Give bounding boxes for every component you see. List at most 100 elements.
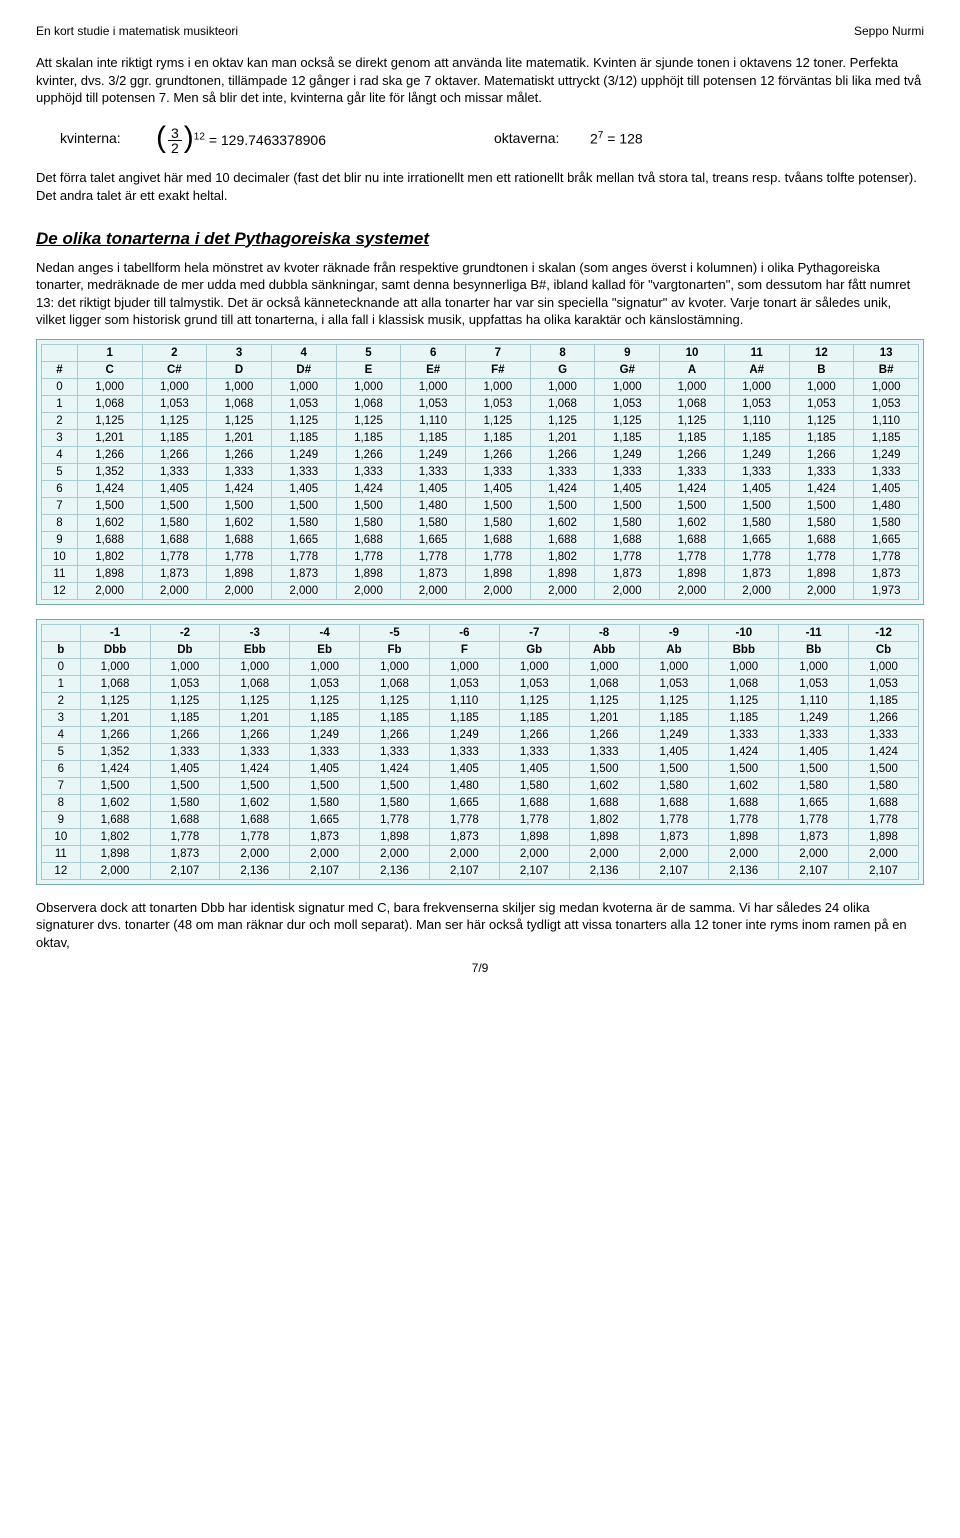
cell: 1,580: [336, 514, 401, 531]
table-row: 61,4241,4051,4241,4051,4241,4051,4051,50…: [42, 760, 919, 777]
cell: 1,424: [530, 480, 595, 497]
table-row: 61,4241,4051,4241,4051,4241,4051,4051,42…: [42, 480, 919, 497]
row-index: 12: [42, 862, 81, 879]
cell: 1,110: [854, 412, 919, 429]
paragraph-1: Att skalan inte riktigt ryms i en oktav …: [36, 54, 924, 107]
cell: 1,500: [80, 777, 150, 794]
col-num: 13: [854, 344, 919, 361]
cell: 1,778: [271, 548, 336, 565]
col-num: 4: [271, 344, 336, 361]
col-name: Gb: [499, 641, 569, 658]
col-num: -10: [709, 624, 779, 641]
cell: 2,107: [499, 862, 569, 879]
row-index: 7: [42, 497, 78, 514]
cell: 1,068: [77, 395, 142, 412]
cell: 1,333: [429, 743, 499, 760]
cell: 1,602: [530, 514, 595, 531]
cell: 1,405: [466, 480, 531, 497]
cell: 1,068: [220, 675, 290, 692]
col-name: A#: [724, 361, 789, 378]
cell: 2,000: [142, 582, 207, 599]
cell: 1,068: [207, 395, 272, 412]
cell: 1,778: [789, 548, 854, 565]
cell: 1,688: [499, 794, 569, 811]
cell: 1,053: [466, 395, 531, 412]
cell: 1,000: [724, 378, 789, 395]
cell: 1,201: [207, 429, 272, 446]
cell: 1,580: [401, 514, 466, 531]
table-row: 122,0002,1072,1362,1072,1362,1072,1072,1…: [42, 862, 919, 879]
cell: 1,500: [530, 497, 595, 514]
cell: 1,898: [336, 565, 401, 582]
cell: 1,688: [77, 531, 142, 548]
cell: 1,249: [401, 446, 466, 463]
cell: 1,053: [789, 395, 854, 412]
col-num: -4: [290, 624, 360, 641]
table-row: 111,8981,8731,8981,8731,8981,8731,8981,8…: [42, 565, 919, 582]
row-index: 7: [42, 777, 81, 794]
cell: 1,000: [207, 378, 272, 395]
col-name: E#: [401, 361, 466, 378]
cell: 2,136: [709, 862, 779, 879]
cell: 1,665: [401, 531, 466, 548]
cell: 1,602: [77, 514, 142, 531]
col-num: -11: [779, 624, 849, 641]
cell: 2,136: [220, 862, 290, 879]
header-right: Seppo Nurmi: [854, 24, 924, 38]
row-index: 5: [42, 743, 81, 760]
table-row: 111,8981,8732,0002,0002,0002,0002,0002,0…: [42, 845, 919, 862]
cell: 1,333: [290, 743, 360, 760]
cell: 1,185: [336, 429, 401, 446]
col-num: -5: [360, 624, 430, 641]
cell: 1,500: [290, 777, 360, 794]
col-name: Cb: [849, 641, 919, 658]
cell: 1,125: [290, 692, 360, 709]
cell: 1,424: [80, 760, 150, 777]
cell: 1,688: [466, 531, 531, 548]
cell: 1,249: [779, 709, 849, 726]
cell: 1,249: [639, 726, 709, 743]
cell: 1,000: [220, 658, 290, 675]
cell: 1,333: [789, 463, 854, 480]
row-index: 3: [42, 709, 81, 726]
cell: 1,688: [530, 531, 595, 548]
cell: 1,000: [77, 378, 142, 395]
cell: 1,500: [595, 497, 660, 514]
cell: 1,266: [569, 726, 639, 743]
col-name: Db: [150, 641, 220, 658]
cell: 2,000: [360, 845, 430, 862]
cell: 1,266: [150, 726, 220, 743]
cell: 1,185: [142, 429, 207, 446]
cell: 1,873: [429, 828, 499, 845]
col-name: #: [42, 361, 78, 378]
paragraph-4: Observera dock att tonarten Dbb har iden…: [36, 899, 924, 952]
cell: 2,107: [779, 862, 849, 879]
cell: 1,405: [429, 760, 499, 777]
table-row: 11,0681,0531,0681,0531,0681,0531,0531,06…: [42, 395, 919, 412]
cell: 1,352: [77, 463, 142, 480]
cell: 1,665: [779, 794, 849, 811]
cell: 1,580: [724, 514, 789, 531]
cell: 1,333: [499, 743, 569, 760]
col-name: D#: [271, 361, 336, 378]
cell: 1,125: [639, 692, 709, 709]
row-index: 4: [42, 446, 78, 463]
cell: 1,424: [789, 480, 854, 497]
cell: 2,107: [290, 862, 360, 879]
table-row: 11,0681,0531,0681,0531,0681,0531,0531,06…: [42, 675, 919, 692]
cell: 1,580: [466, 514, 531, 531]
cell: 2,000: [660, 582, 725, 599]
cell: 1,873: [724, 565, 789, 582]
cell: 1,580: [854, 514, 919, 531]
cell: 1,480: [401, 497, 466, 514]
table-row: 81,6021,5801,6021,5801,5801,6651,6881,68…: [42, 794, 919, 811]
cell: 1,580: [290, 794, 360, 811]
cell: 1,333: [401, 463, 466, 480]
okt-expression: 27 = 128: [590, 130, 643, 147]
cell: 2,107: [639, 862, 709, 879]
cell: 1,266: [207, 446, 272, 463]
table-row: 101,8021,7781,7781,8731,8981,8731,8981,8…: [42, 828, 919, 845]
cell: 1,333: [271, 463, 336, 480]
cell: 1,125: [530, 412, 595, 429]
cell: 1,405: [724, 480, 789, 497]
